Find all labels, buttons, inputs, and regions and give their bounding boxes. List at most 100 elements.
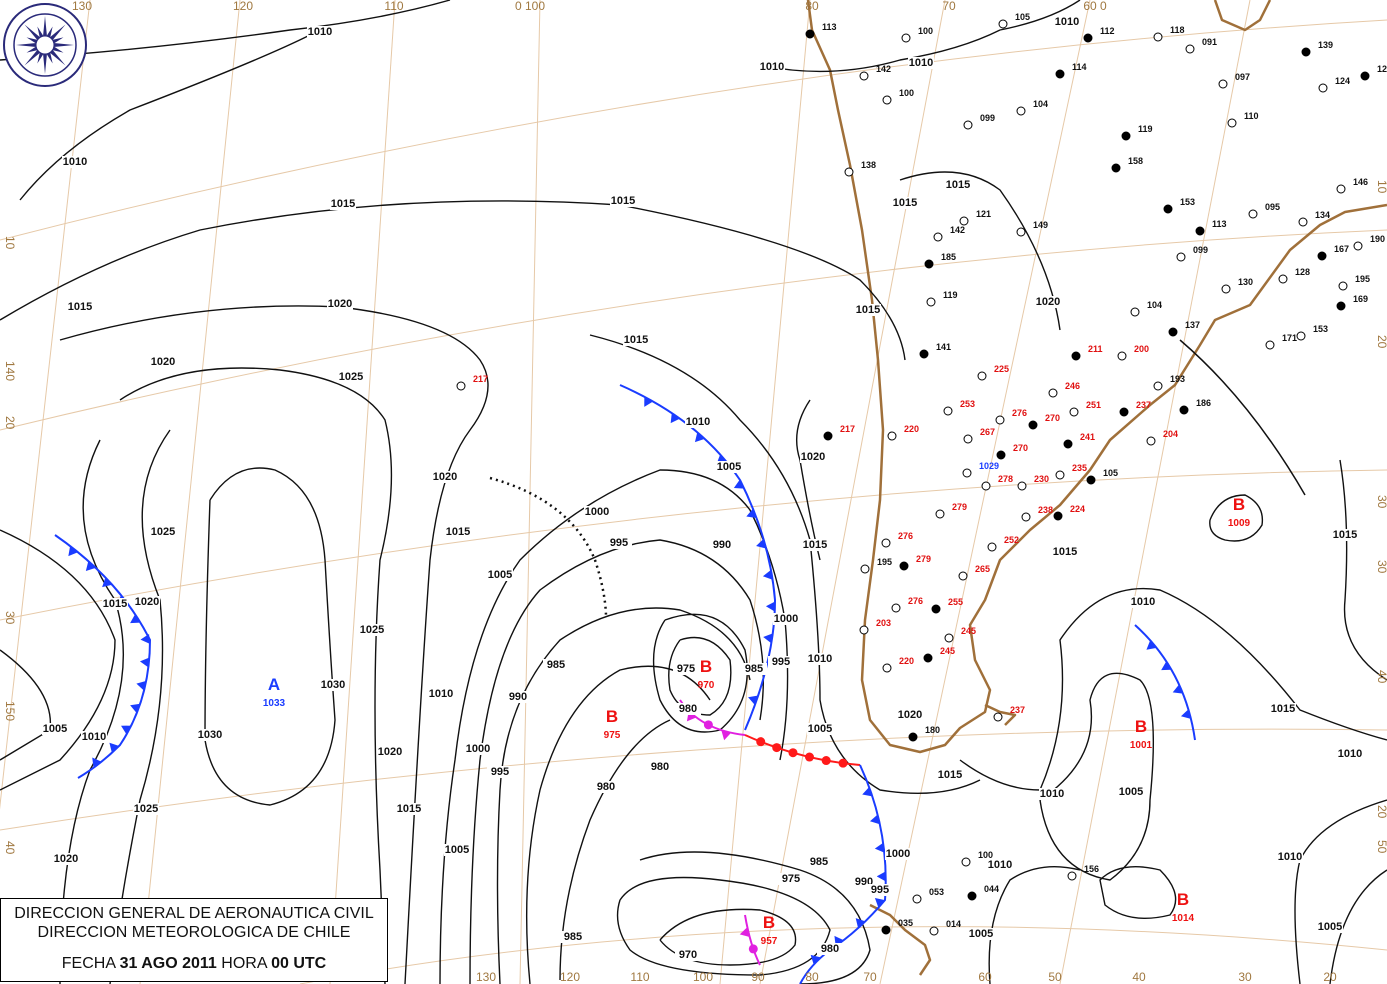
isobar-label: 1005	[717, 461, 741, 473]
station-circle	[923, 653, 933, 663]
station-pressure: 100	[899, 88, 914, 98]
station-pressure: 119	[943, 290, 958, 300]
grid-label-right: 20	[1375, 335, 1387, 349]
station-pressure: 190	[1370, 234, 1385, 244]
isobar-label: 1015	[624, 334, 648, 346]
isobar-label-bg	[1054, 16, 1080, 28]
isobar	[1099, 865, 1177, 920]
compass-ray	[53, 43, 74, 47]
cold-front-triangle	[855, 918, 866, 929]
station-circle	[929, 926, 939, 936]
isobar-label-bg	[741, 663, 767, 675]
isobar-label: 995	[871, 884, 889, 896]
station-pressure: 180	[925, 725, 940, 735]
low-pressure-center: B	[700, 657, 712, 676]
station-pressure: 104	[1033, 99, 1048, 109]
warm-front-semicircle	[772, 743, 782, 753]
station-circle	[860, 564, 870, 574]
coastline-segment	[869, 903, 932, 976]
isobar-label: 985	[745, 663, 763, 675]
station-circle	[1083, 33, 1093, 43]
isobar-label: 1020	[801, 451, 825, 463]
station-pressure: 265	[975, 564, 990, 574]
station-pressure: 252	[1004, 535, 1019, 545]
station-circle	[1121, 131, 1131, 141]
isobar-label: 1020	[54, 853, 78, 865]
cold-front-triangle	[109, 742, 120, 753]
isobar	[1209, 494, 1264, 542]
low-pressure-center: B	[1177, 890, 1189, 909]
isobar-label: 1005	[969, 928, 993, 940]
isobar-label-bg	[709, 539, 735, 551]
station-pressure: 091	[1202, 37, 1217, 47]
isobar-label-bg	[543, 659, 569, 671]
station-circle	[1168, 327, 1178, 337]
isobar-label: 995	[772, 656, 790, 668]
station-circle	[1338, 281, 1348, 291]
parallel	[0, 469, 1387, 621]
station-pressure: 251	[1086, 400, 1101, 410]
station-pressure: 153	[1313, 324, 1328, 334]
station-circle	[1195, 226, 1205, 236]
isobar	[589, 334, 981, 795]
station-circle	[1278, 274, 1288, 284]
isobar-label-bg	[327, 298, 353, 310]
station-circle	[1086, 475, 1096, 485]
station-circle	[1218, 79, 1228, 89]
station-pressure: 186	[1196, 398, 1211, 408]
warm-front-semicircle	[838, 758, 848, 768]
station-pressure: 141	[936, 342, 951, 352]
isobar-label-bg	[800, 451, 826, 463]
isobar	[59, 305, 489, 984]
station-circle	[998, 19, 1008, 29]
cold-front-triangle	[1161, 661, 1172, 671]
station-pressure: 225	[994, 364, 1009, 374]
cold-front-triangle	[862, 786, 873, 797]
isobar-label: 980	[821, 943, 839, 955]
station-circle	[859, 71, 869, 81]
station-circle	[1111, 163, 1121, 173]
station-pressure: 044	[984, 884, 999, 894]
station-pressure: 130	[1238, 277, 1253, 287]
station-circle	[1067, 871, 1077, 881]
isobar-label-bg	[1052, 546, 1078, 558]
station-circle	[456, 381, 466, 391]
isobar-label: 1015	[68, 301, 92, 313]
station-pressure: 112	[1100, 26, 1115, 36]
isobar-label-bg	[432, 471, 458, 483]
station-circle	[931, 604, 941, 614]
isobar	[1294, 799, 1387, 984]
cold-front-triangle	[756, 538, 767, 549]
isobar-label-bg	[377, 746, 403, 758]
cold-front	[54, 534, 152, 779]
isobar-label: 1010	[1131, 596, 1155, 608]
isobar-label-bg	[1270, 703, 1296, 715]
center-pressure-value: 970	[698, 680, 715, 691]
station-circle	[1227, 118, 1237, 128]
isobar-label: 1005	[808, 723, 832, 735]
isobar-label-bg	[606, 537, 632, 549]
station-circle	[993, 712, 1003, 722]
station-circle	[901, 33, 911, 43]
station-pressure: 230	[1034, 474, 1049, 484]
station-pressure: 211	[1088, 344, 1103, 354]
title-box: DIRECCION GENERAL DE AERONAUTICA CIVIL D…	[0, 898, 388, 982]
isobar-label-bg	[197, 729, 223, 741]
isobar-label-bg	[1039, 788, 1065, 800]
isobar-label: 1020	[898, 709, 922, 721]
station-pressure: 235	[1072, 463, 1087, 473]
station-circle	[963, 434, 973, 444]
station-pressure: 124	[1335, 76, 1350, 86]
dmc-logo	[3, 3, 87, 87]
parallel	[299, 926, 1387, 984]
isobar-label: 1015	[611, 195, 635, 207]
isobar-label-bg	[773, 613, 799, 625]
parallel	[0, 229, 1387, 431]
station-pressure: 217	[473, 374, 488, 384]
station-circle	[1055, 470, 1065, 480]
station-circle	[1130, 307, 1140, 317]
date-line: FECHA 31 AGO 2011 HORA 00 UTC	[1, 954, 387, 973]
cold-front-triangle	[68, 545, 78, 557]
station-circle	[859, 625, 869, 635]
station-pressure: 097	[1235, 72, 1250, 82]
